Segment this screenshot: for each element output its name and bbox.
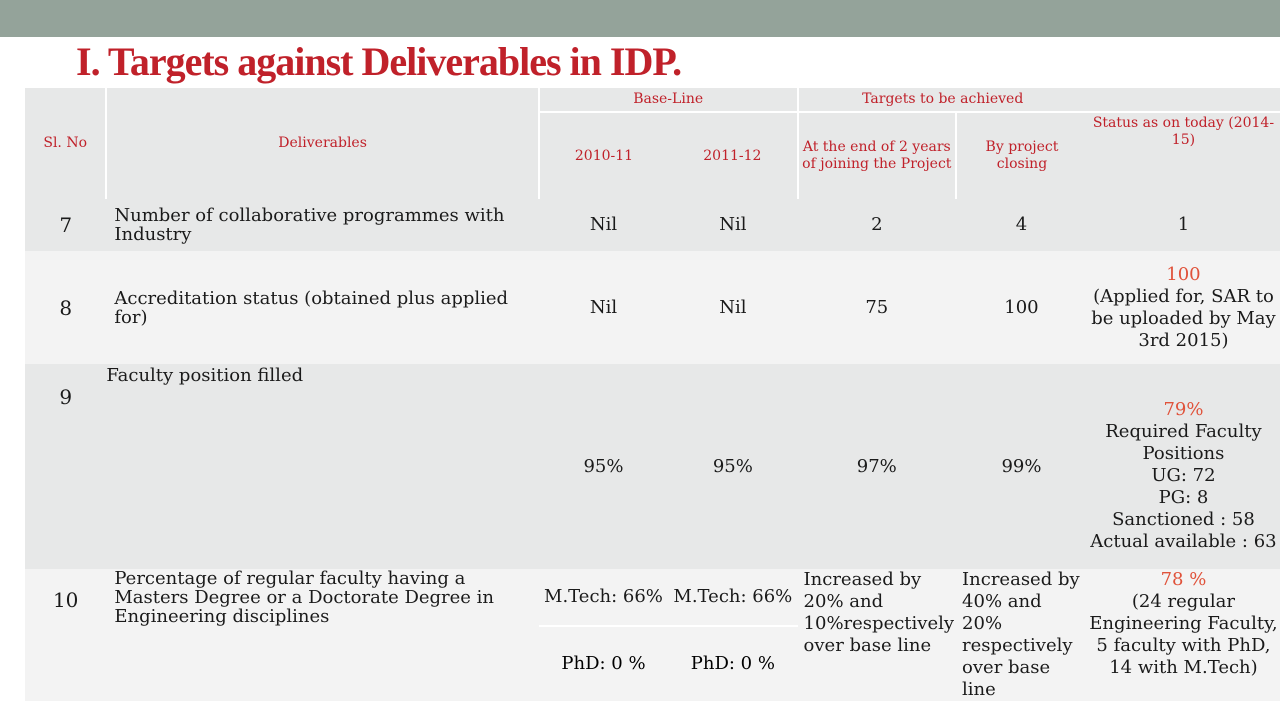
- row-target-close: Increased by 40% and 20% respectively ov…: [956, 569, 1087, 701]
- row-sl: 7: [25, 199, 107, 251]
- row-target-2yr: Increased by 20% and 10%respectively ove…: [797, 569, 957, 701]
- row-base-2011: 95%: [668, 364, 798, 569]
- row-deliverable: Number of collaborative programmes with …: [106, 199, 539, 251]
- row-base-2011: M.Tech: 66%: [668, 569, 798, 627]
- row-status: 78 % (24 regular Engineering Faculty, 5 …: [1086, 569, 1280, 701]
- header-end-2-years: At the end of 2 years of joining the Pro…: [797, 112, 958, 199]
- row-status-value: 1: [1086, 199, 1280, 251]
- row-target-close: 4: [956, 199, 1087, 251]
- row-base-2010: Nil: [538, 251, 669, 364]
- status-line: UG: 72: [1151, 464, 1216, 486]
- header-targets: Targets to be achieved: [797, 88, 1087, 113]
- page-title: I. Targets against Deliverables in IDP.: [76, 39, 682, 84]
- row-target-2yr: 97%: [797, 364, 957, 569]
- row-deliverable: Accreditation status (obtained plus appl…: [106, 251, 539, 364]
- row-base-2011-phd: PhD: 0 %: [668, 626, 798, 701]
- row-status-value: 79%: [1163, 398, 1204, 420]
- row-sl: 9: [25, 364, 107, 569]
- header-2010-11: 2010-11: [538, 112, 669, 199]
- status-line: Required Faculty Positions: [1105, 420, 1262, 464]
- row-status: 100 (Applied for, SAR to be uploaded by …: [1086, 251, 1280, 364]
- header-base-line: Base-Line: [538, 88, 799, 113]
- row-deliverable: Faculty position filled: [106, 364, 539, 569]
- header-2011-12: 2011-12: [668, 112, 799, 199]
- table-row: 8 Accreditation status (obtained plus ap…: [25, 251, 1280, 364]
- status-line: Sanctioned : 58: [1112, 508, 1255, 530]
- row-target-2yr: 75: [797, 251, 957, 364]
- row-sl: 10: [25, 569, 107, 701]
- header-sl-no: Sl. No: [25, 88, 108, 199]
- header-status: Status as on today (2014-15): [1086, 112, 1280, 199]
- top-bar: [0, 0, 1280, 37]
- row-base-2010: M.Tech: 66%: [538, 569, 669, 627]
- row-status-value: 78 %: [1160, 569, 1207, 590]
- row-target-close: 99%: [956, 364, 1087, 569]
- row-status: 79% Required Faculty Positions UG: 72 PG…: [1086, 364, 1280, 569]
- table-row: PhD: 0 % PhD: 0 %: [25, 626, 1280, 701]
- row-sl: 8: [25, 251, 107, 364]
- header-deliverables: Deliverables: [106, 88, 540, 199]
- header-by-closing: By project closing: [956, 112, 1087, 199]
- row-status-note: (Applied for, SAR to be uploaded by May …: [1091, 285, 1276, 351]
- header-status-blank: [1086, 88, 1280, 113]
- row-base-2011: Nil: [668, 251, 798, 364]
- row-base-2010: Nil: [538, 199, 669, 251]
- row-base-2011: Nil: [668, 199, 798, 251]
- row-status-note: (24 regular Engineering Faculty, 5 facul…: [1089, 591, 1278, 678]
- row-status-value: 100: [1166, 263, 1201, 285]
- status-line: Actual available : 63: [1090, 530, 1277, 552]
- row-target-close: 100: [956, 251, 1087, 364]
- row-base-2010: 95%: [538, 364, 669, 569]
- row-target-2yr: 2: [797, 199, 957, 251]
- status-line: PG: 8: [1158, 486, 1209, 508]
- row-base-2010-phd: PhD: 0 %: [538, 626, 669, 701]
- table-row: 9 Faculty position filled 95% 95% 97% 99…: [25, 364, 1280, 569]
- table-row: 7 Number of collaborative programmes wit…: [25, 199, 1280, 251]
- targets-table: Sl. No Deliverables Base-Line Targets to…: [25, 88, 1280, 701]
- row-deliverable: Percentage of regular faculty having a M…: [106, 569, 539, 701]
- table-row: 10 Percentage of regular faculty having …: [25, 569, 1280, 701]
